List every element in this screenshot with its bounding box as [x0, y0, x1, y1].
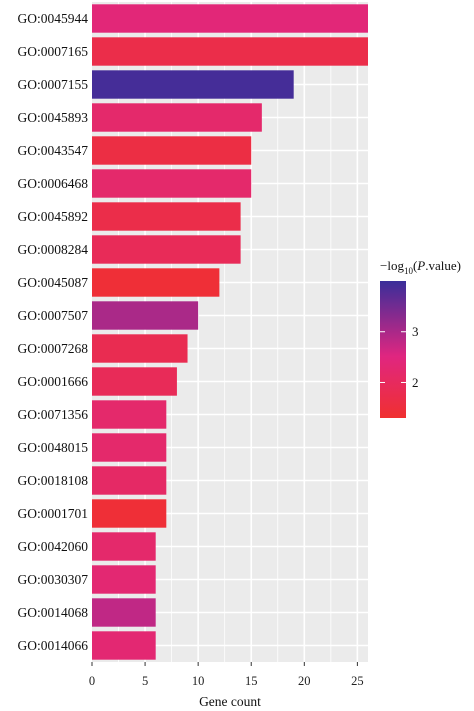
category-label: GO:0014066	[18, 638, 89, 653]
legend-title-italic: P	[416, 258, 425, 273]
legend-title-open: (	[413, 258, 417, 273]
category-label: GO:0045893	[18, 110, 89, 125]
bar-GO:0030307	[92, 565, 156, 594]
legend-color-bar	[380, 281, 406, 418]
legend-title-subscript: 10	[404, 266, 414, 276]
bar-GO:0008284	[92, 235, 241, 264]
category-label: GO:0018108	[18, 473, 89, 488]
category-label: GO:0030307	[18, 572, 89, 587]
bar-GO:0045087	[92, 268, 220, 297]
legend-tick-label: 2	[412, 375, 419, 390]
bar-GO:0045893	[92, 103, 262, 132]
bar-GO:0001666	[92, 367, 177, 396]
category-label: GO:0014068	[18, 605, 89, 620]
category-label: GO:0071356	[18, 407, 89, 422]
category-label: GO:0048015	[18, 440, 89, 455]
bar-GO:0045944	[92, 4, 368, 33]
bar-GO:0042060	[92, 532, 156, 561]
category-label: GO:0007155	[18, 77, 89, 92]
bar-GO:0043547	[92, 136, 252, 165]
x-tick-label: 20	[298, 674, 311, 688]
bar-GO:0014068	[92, 598, 156, 627]
category-label: GO:0008284	[18, 242, 89, 257]
category-label: GO:0007507	[18, 308, 89, 323]
category-label: GO:0006468	[18, 176, 89, 191]
x-tick-label: 5	[142, 674, 148, 688]
color-legend: −log10(P.value) 23	[380, 258, 461, 418]
bar-GO:0048015	[92, 433, 167, 462]
bar-GO:0071356	[92, 400, 167, 429]
bar-GO:0007165	[92, 37, 368, 66]
x-tick-label: 10	[192, 674, 205, 688]
bar-GO:0007507	[92, 301, 199, 330]
category-label: GO:0007165	[18, 44, 89, 59]
category-label: GO:0043547	[18, 143, 89, 158]
x-tick-label: 25	[351, 674, 364, 688]
category-label: GO:0045944	[18, 11, 89, 26]
bars	[92, 4, 368, 660]
category-label: GO:0001666	[18, 374, 89, 389]
legend-title: −log10(P.value)	[380, 258, 461, 276]
bar-GO:0018108	[92, 466, 167, 495]
x-tick-label: 15	[245, 674, 258, 688]
legend-ticks: 23	[380, 324, 419, 390]
bar-GO:0045892	[92, 202, 241, 231]
bar-GO:0007155	[92, 70, 294, 99]
category-label: GO:0045087	[18, 275, 89, 290]
category-labels: GO:0045944 GO:0007165 GO:0007155 GO:0045893…	[18, 11, 89, 653]
bar-GO:0006468	[92, 169, 252, 198]
bar-GO:0001701	[92, 499, 167, 528]
x-tick-label: 0	[89, 674, 95, 688]
legend-tick-label: 3	[412, 324, 419, 339]
legend-title-suffix: .value)	[425, 258, 461, 273]
plot-panel	[92, 2, 368, 662]
category-label: GO:0042060	[18, 539, 89, 554]
bar-GO:0014066	[92, 631, 156, 660]
x-axis-title: Gene count	[199, 694, 261, 706]
legend-title-prefix: −log	[380, 258, 404, 273]
category-label: GO:0045892	[18, 209, 89, 224]
category-label: GO:0001701	[18, 506, 89, 521]
x-axis: 0 5 10 15 20 25	[89, 662, 364, 688]
bar-GO:0007268	[92, 334, 188, 363]
category-label: GO:0007268	[18, 341, 89, 356]
